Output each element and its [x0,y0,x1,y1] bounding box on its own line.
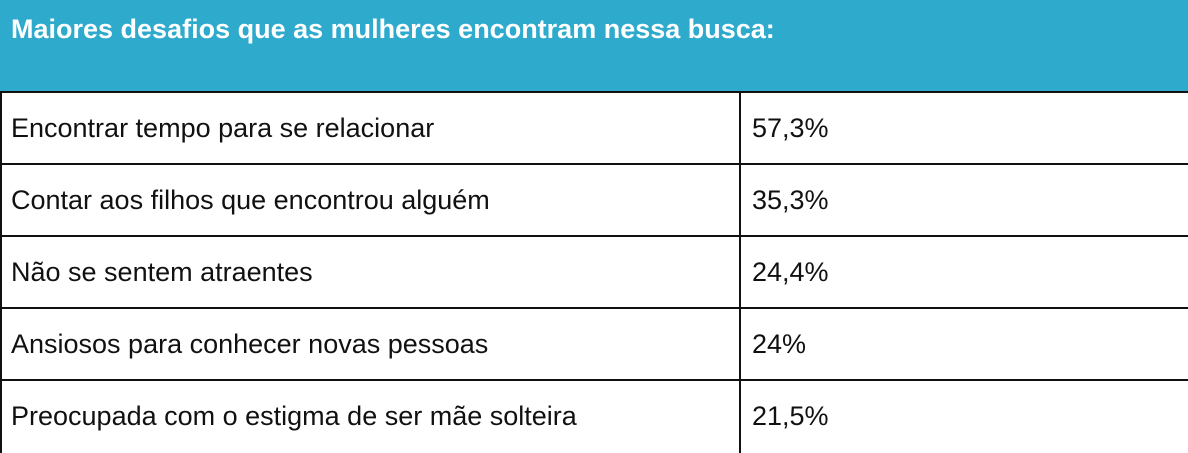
cell-border [0,381,2,453]
table-row: Preocupada com o estigma de ser mãe solt… [0,379,1188,453]
column-divider [739,381,741,453]
challenge-label: Não se sentem atraentes [11,257,313,287]
challenge-label: Ansiosos para conhecer novas pessoas [11,329,489,359]
cell-border [0,237,2,309]
cell-border [0,93,2,165]
percentage: 24,4% [752,257,829,287]
table-row: Ansiosos para conhecer novas pessoas 24% [0,307,1188,381]
table-row: Encontrar tempo para se relacionar 57,3% [0,91,1188,165]
challenge-label: Preocupada com o estigma de ser mãe solt… [11,401,577,431]
header-bar: Maiores desafios que as mulheres encontr… [0,0,1188,91]
table-row: Não se sentem atraentes 24,4% [0,235,1188,309]
percentage: 57,3% [752,113,829,143]
column-divider [739,165,741,237]
header-title: Maiores desafios que as mulheres encontr… [11,14,775,44]
cell-border [0,309,2,381]
percentage: 21,5% [752,401,829,431]
challenge-label: Contar aos filhos que encontrou alguém [11,185,490,215]
column-divider [739,93,741,165]
column-divider [739,309,741,381]
column-divider [739,237,741,309]
cell-border [0,165,2,237]
percentage: 35,3% [752,185,829,215]
challenge-label: Encontrar tempo para se relacionar [11,113,435,143]
table: Encontrar tempo para se relacionar 57,3% C… [0,91,1188,453]
table-row: Contar aos filhos que encontrou alguém 35… [0,163,1188,237]
percentage: 24% [752,329,807,359]
